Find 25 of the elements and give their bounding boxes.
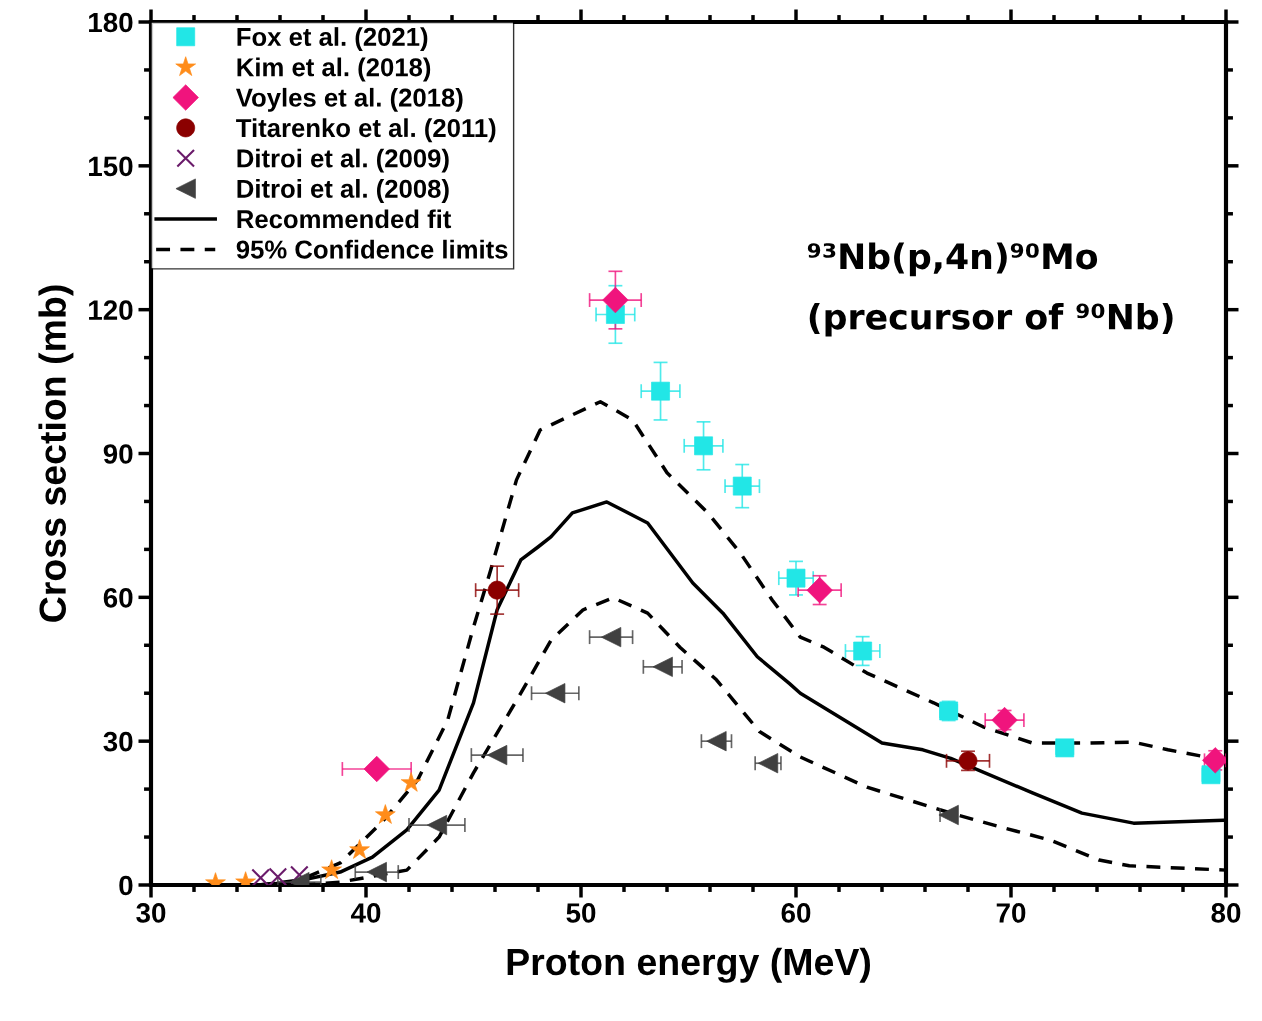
legend-label: 95% Confidence limits bbox=[236, 239, 508, 259]
legend-label: Ditroi et al. (2008) bbox=[237, 179, 449, 203]
legend-label: Recommended fit bbox=[237, 209, 452, 229]
y-tick-label: 90 bbox=[103, 444, 133, 464]
y-tick-label: 150 bbox=[89, 156, 133, 177]
y-tick-label: 180 bbox=[89, 12, 133, 33]
annotation: ⁹³Nb(p,4n)⁹⁰Mo bbox=[807, 242, 1098, 277]
x-tick-label: 30 bbox=[136, 903, 166, 923]
legend-label: Titarenko et al. (2011) bbox=[236, 118, 496, 143]
legend-label: Fox et al. (2021) bbox=[237, 27, 428, 52]
y-tick-label: 0 bbox=[119, 875, 133, 896]
x-tick-label: 40 bbox=[350, 903, 381, 923]
x-tick-label: 60 bbox=[781, 903, 811, 923]
legend-label: Kim et al. (2018) bbox=[237, 57, 431, 82]
x-tick-label: 80 bbox=[1211, 903, 1241, 923]
y-tick-label: 120 bbox=[89, 300, 133, 321]
x-tick-label: 50 bbox=[566, 903, 596, 923]
x-tick-label: 70 bbox=[996, 903, 1026, 923]
x-axis-title: Proton energy (MeV) bbox=[507, 947, 870, 983]
y-tick-label: 60 bbox=[103, 588, 133, 608]
annotation: (precursor of ⁹⁰Nb) bbox=[809, 302, 1173, 337]
y-axis-title: Cross section (mb) bbox=[38, 285, 74, 622]
legend-label: Ditroi et al. (2009) bbox=[237, 148, 449, 173]
y-tick-label: 30 bbox=[103, 731, 133, 752]
legend-label: Voyles et al. (2018) bbox=[235, 87, 463, 112]
